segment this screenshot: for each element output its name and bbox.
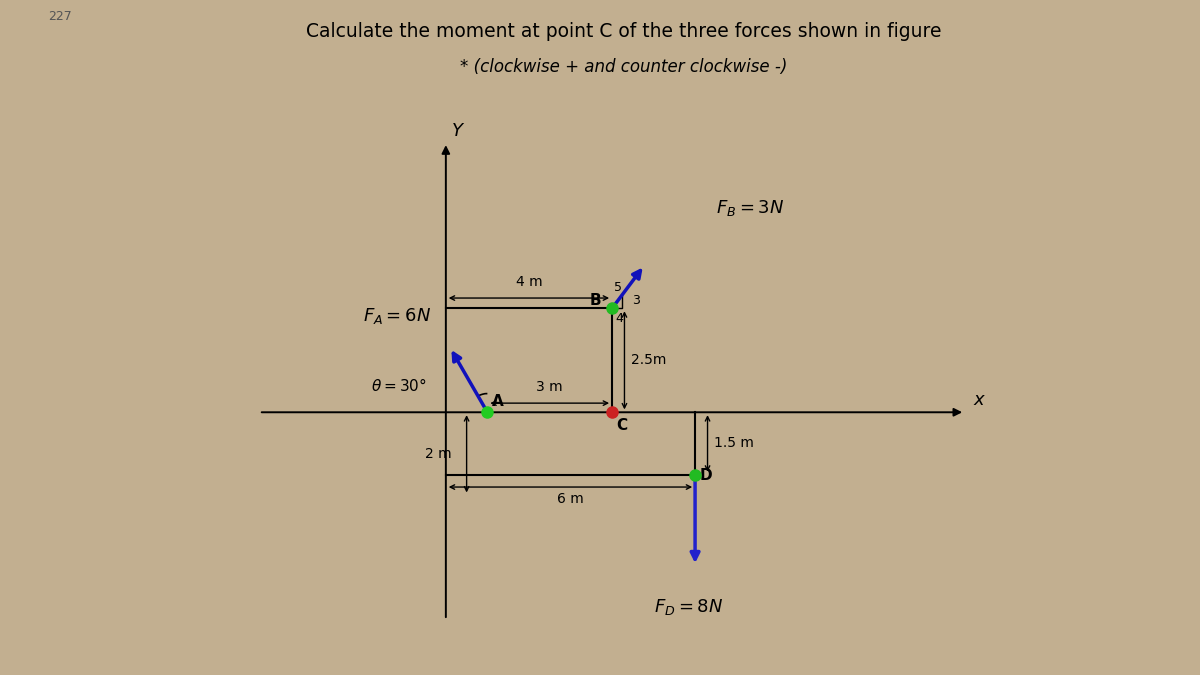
Text: 3: 3 — [632, 294, 640, 307]
Text: 2 m: 2 m — [425, 447, 451, 461]
Text: $\theta=30°$: $\theta=30°$ — [371, 377, 427, 394]
Text: $F_A=6N$: $F_A=6N$ — [362, 306, 431, 326]
Text: $F_B=3N$: $F_B=3N$ — [716, 198, 784, 218]
Text: 227: 227 — [48, 10, 72, 23]
Text: A: A — [492, 394, 504, 409]
Text: B: B — [589, 293, 601, 308]
Text: 4 m: 4 m — [516, 275, 542, 290]
Text: 6 m: 6 m — [557, 492, 584, 506]
Text: x: x — [973, 391, 984, 409]
Text: D: D — [700, 468, 713, 483]
Text: Y: Y — [452, 122, 463, 140]
Text: 3 m: 3 m — [536, 381, 563, 394]
Text: 2.5m: 2.5m — [631, 353, 666, 367]
Text: $F_D=8N$: $F_D=8N$ — [654, 597, 722, 617]
Text: 5: 5 — [613, 281, 622, 294]
Text: * (clockwise + and counter clockwise -): * (clockwise + and counter clockwise -) — [461, 58, 787, 76]
Text: 1.5 m: 1.5 m — [714, 437, 754, 450]
Text: Calculate the moment at point C of the three forces shown in figure: Calculate the moment at point C of the t… — [306, 22, 942, 41]
Text: C: C — [616, 418, 628, 433]
Text: 4: 4 — [616, 312, 623, 325]
